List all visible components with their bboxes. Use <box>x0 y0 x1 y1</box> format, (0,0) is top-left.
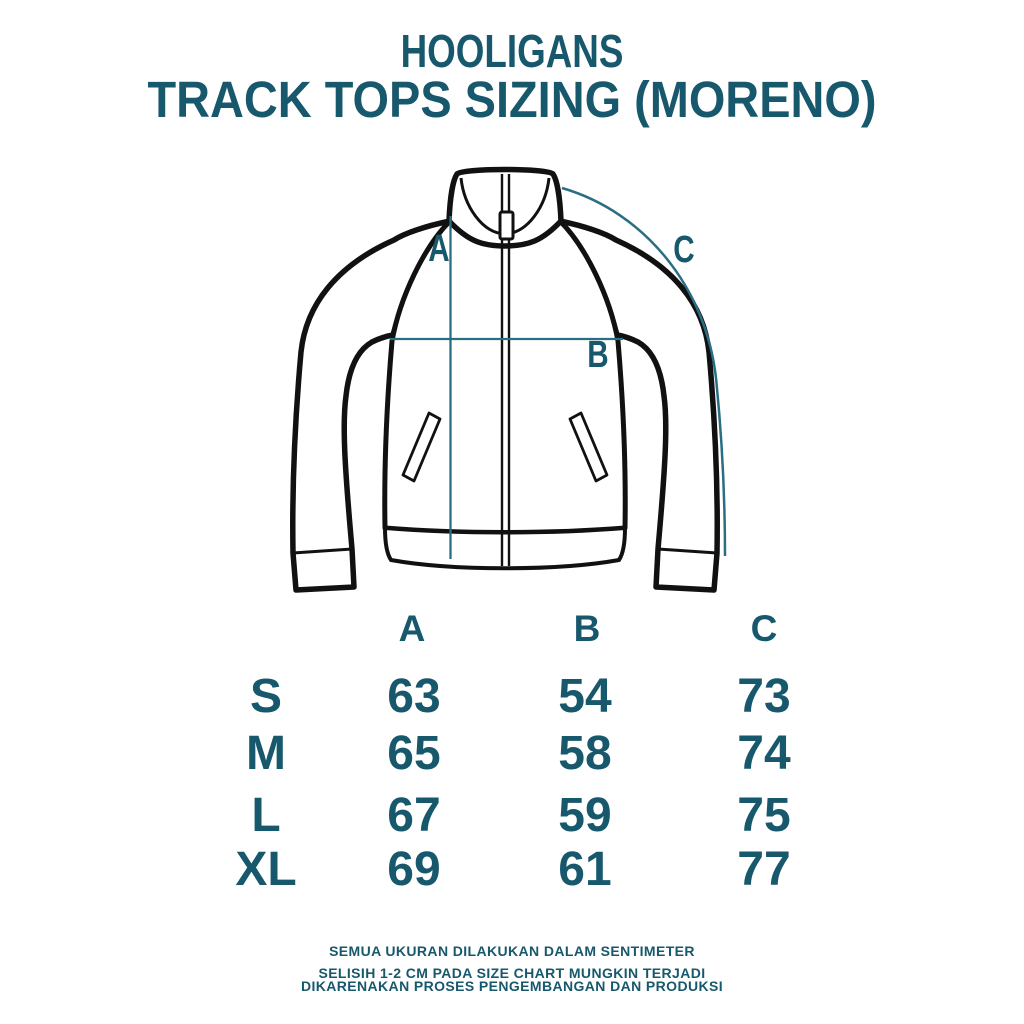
right-pocket <box>568 411 609 483</box>
brand-title: HOOLIGANS <box>400 25 624 77</box>
table-row-size: S <box>249 670 283 723</box>
table-row-size: L <box>251 789 281 842</box>
table-header-a: A <box>398 608 426 649</box>
table-cell-c: 73 <box>737 670 791 723</box>
right-cuff-line <box>657 547 718 555</box>
diagram-label-b: B <box>587 334 609 376</box>
table-row-size: M <box>246 727 286 780</box>
product-title: TRACK TOPS SIZING (MORENO) <box>147 71 877 128</box>
left-cuff-line <box>292 547 353 555</box>
table-cell-b: 59 <box>558 789 612 842</box>
table-cell-a: 65 <box>387 727 441 780</box>
table-cell-c: 75 <box>737 789 791 842</box>
collar-outline <box>446 166 564 249</box>
footer-tolerance-note-2: DIKARENAKAN PROSES PENGEMBANGAN DAN PROD… <box>300 978 724 994</box>
zipper-pull <box>498 210 515 241</box>
table-header-b: B <box>573 608 601 649</box>
table-cell-a: 63 <box>387 670 441 723</box>
table-cell-a: 67 <box>387 789 441 842</box>
table-cell-b: 61 <box>558 843 612 896</box>
table-header-c: C <box>750 608 778 649</box>
table-row-size: XL <box>235 843 297 896</box>
footer-notes: SEMUA UKURAN DILAKUKAN DALAM SENTIMETER … <box>0 944 1024 993</box>
footer-units-note: SEMUA UKURAN DILAKUKAN DALAM SENTIMETER <box>329 943 695 959</box>
hem-band-outline <box>383 526 627 571</box>
table-cell-c: 77 <box>737 843 791 896</box>
diagram-label-c: C <box>673 229 695 271</box>
table-cell-c: 74 <box>737 727 791 780</box>
left-pocket <box>401 411 442 483</box>
diagram-label-a: A <box>428 228 450 270</box>
table-cell-a: 69 <box>387 843 441 896</box>
jacket-body-outline <box>382 218 628 535</box>
footer-tolerance-note-1: SELISIH 1-2 CM PADA SIZE CHART MUNGKIN T… <box>318 965 706 981</box>
measure-line-c <box>561 186 727 557</box>
table-cell-b: 54 <box>558 670 612 723</box>
table-cell-b: 58 <box>558 727 612 780</box>
